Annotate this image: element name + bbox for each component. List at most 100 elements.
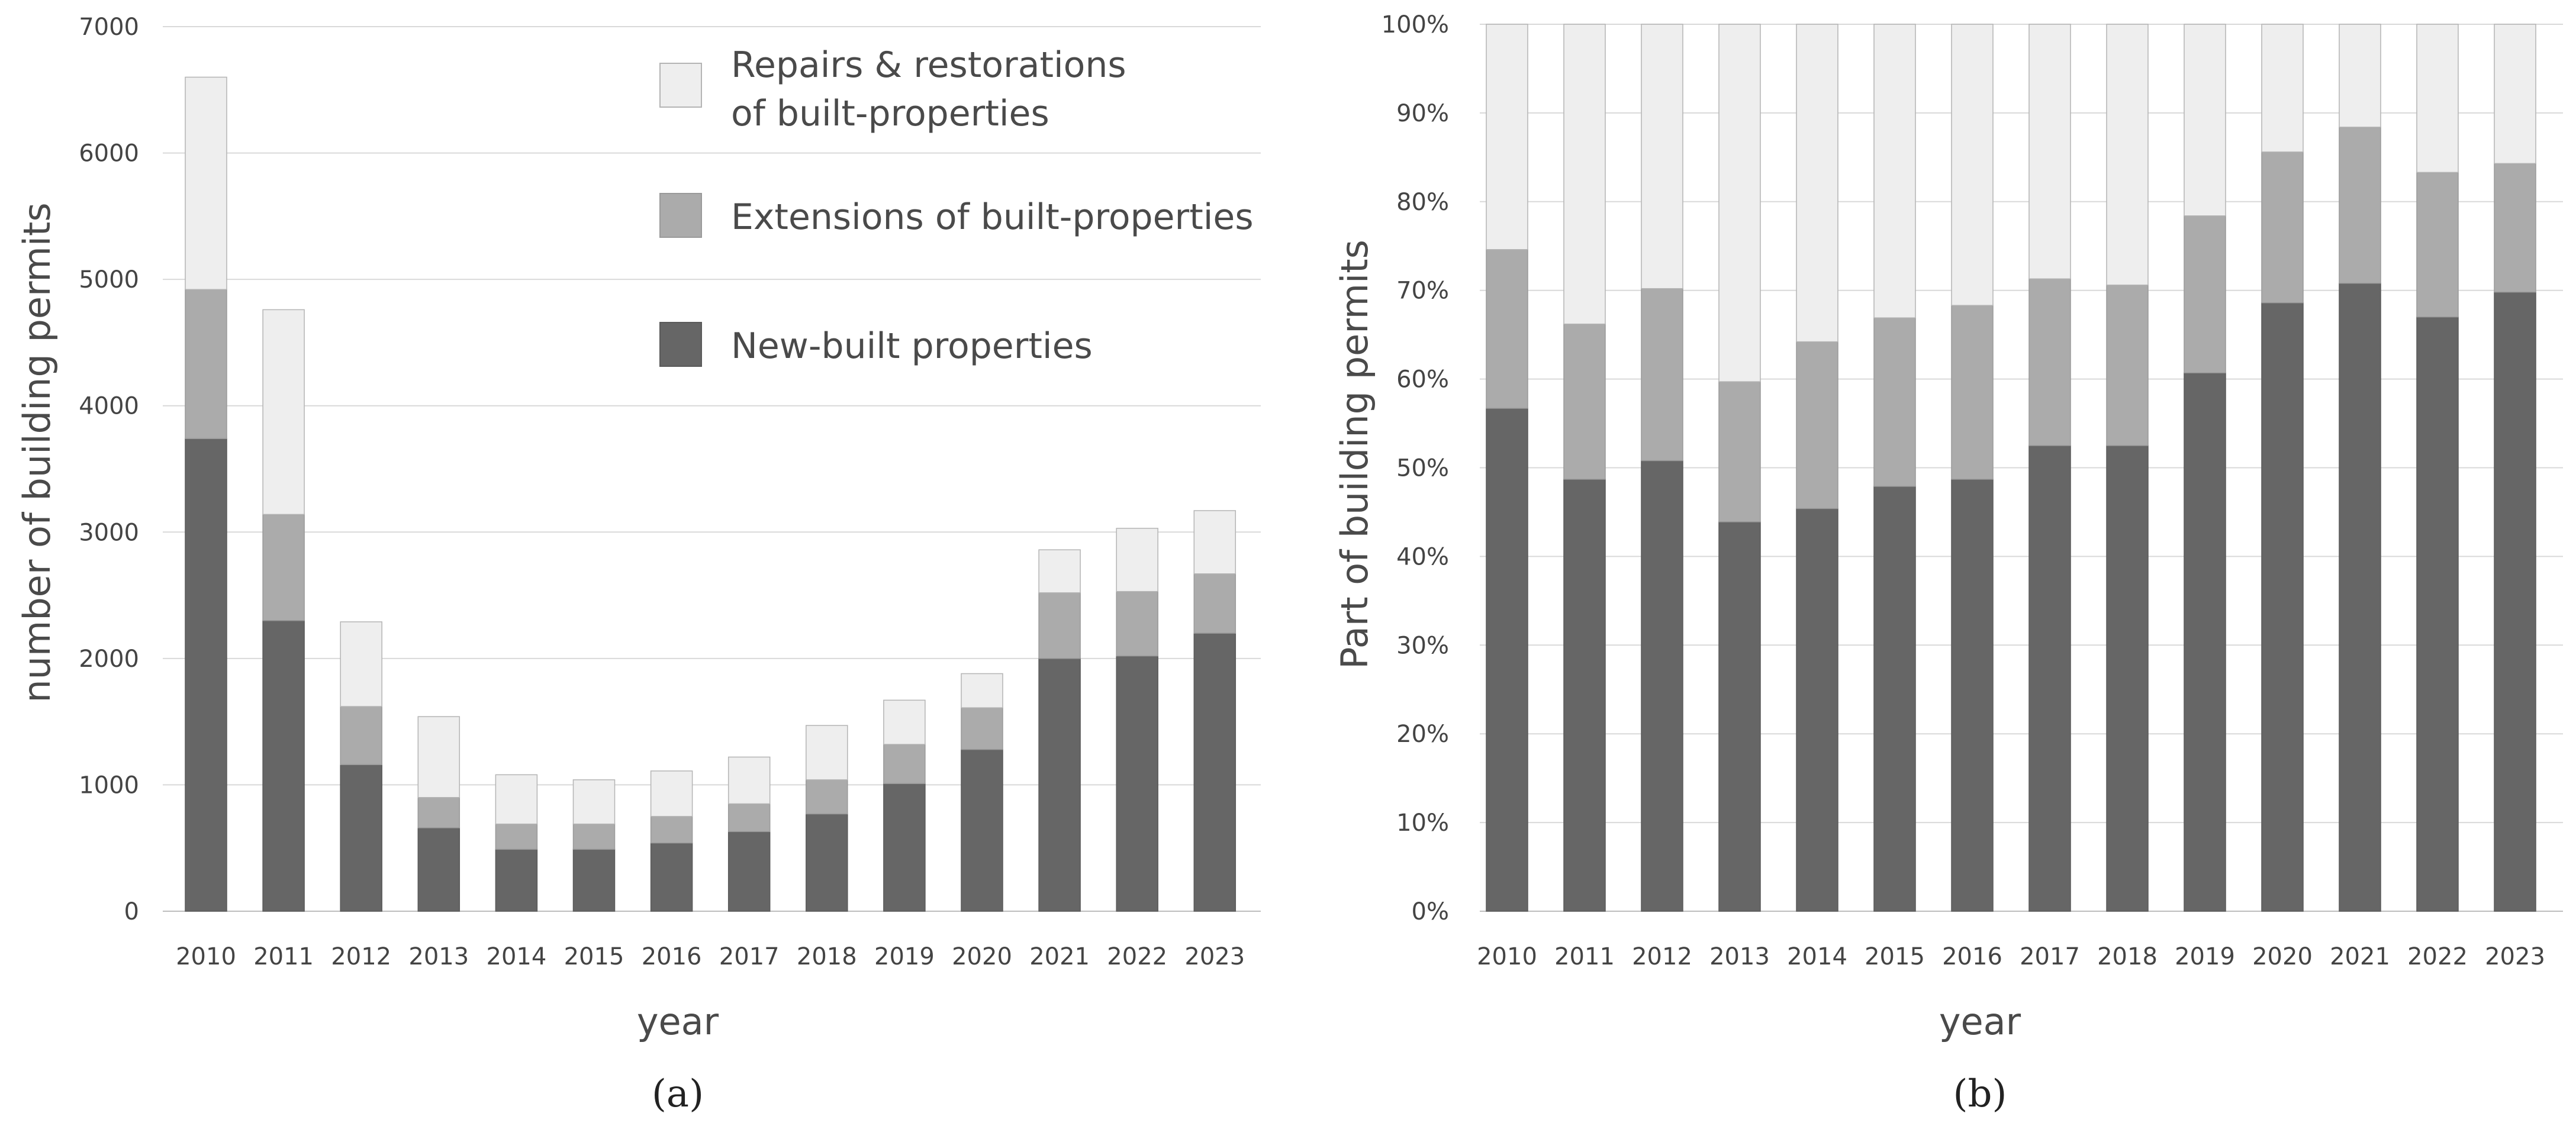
bar-extensions-of-built-properties-2012 <box>1641 288 1683 462</box>
bar-new-built-properties-2017 <box>2028 445 2071 912</box>
chart-b-x-tick-label: 2015 <box>1865 943 1925 970</box>
chart-a-x-tick-label: 2013 <box>408 943 469 970</box>
chart-b-y-tick-label: 0% <box>1412 898 1449 925</box>
chart-a-y-tick-label: 4000 <box>79 393 139 420</box>
bar-extensions-of-built-properties-2019 <box>883 744 926 785</box>
bar-extensions-of-built-properties-2019 <box>2184 215 2226 373</box>
bar-extensions-of-built-properties-2023 <box>1193 573 1237 634</box>
bar-repairs-restorations-of-built-properties-2010 <box>185 76 227 290</box>
bar-extensions-of-built-properties-2013 <box>1718 381 1761 522</box>
chart-b-y-tick-label: 100% <box>1382 11 1449 38</box>
chart-b-building-permit-shares: 0%10%20%30%40%50%60%70%80%90%100% 2010 20… <box>1333 11 2563 1116</box>
chart-b-y-tick-label: 80% <box>1396 189 1449 216</box>
bar-repairs-restorations-of-built-properties-2013 <box>417 716 461 798</box>
bar-repairs-restorations-of-built-properties-2015 <box>572 779 616 825</box>
bar-extensions-of-built-properties-2015 <box>572 823 616 850</box>
bar-extensions-of-built-properties-2016 <box>650 816 693 844</box>
chart-b-y-tick-label: 60% <box>1396 366 1449 393</box>
chart-b-x-axis-label: year <box>1939 1000 2021 1043</box>
chart-b-y-tick-label: 70% <box>1396 278 1449 305</box>
bar-extensions-of-built-properties-2014 <box>495 823 538 850</box>
chart-b-y-tick-label: 50% <box>1396 455 1449 482</box>
chart-b-x-tick-label: 2023 <box>2485 943 2545 970</box>
bar-new-built-properties-2023 <box>2494 291 2536 912</box>
chart-b-x-tick-label: 2011 <box>1554 943 1615 970</box>
chart-a-x-tick-label: 2020 <box>952 943 1012 970</box>
bar-repairs-restorations-of-built-properties-2014 <box>495 774 538 825</box>
chart-a-y-tick-labels: 0 1000 2000 3000 4000 5000 6000 7000 <box>79 14 139 925</box>
chart-a-gridlines <box>163 26 1261 912</box>
chart-a-y-axis-label: number of building permits <box>15 202 59 702</box>
chart-b-bars <box>1486 24 2536 912</box>
bar-extensions-of-built-properties-2010 <box>1486 249 1528 409</box>
bar-repairs-restorations-of-built-properties-2010 <box>1486 24 1528 250</box>
bar-extensions-of-built-properties-2016 <box>1951 305 1994 480</box>
bar-repairs-restorations-of-built-properties-2022 <box>1116 528 1158 592</box>
chart-a-x-tick-label: 2021 <box>1029 943 1090 970</box>
chart-b-x-tick-label: 2010 <box>1477 943 1537 970</box>
bar-new-built-properties-2010 <box>185 438 227 912</box>
bar-new-built-properties-2011 <box>262 620 305 912</box>
bar-repairs-restorations-of-built-properties-2012 <box>1641 24 1683 289</box>
bar-new-built-properties-2015 <box>572 848 616 912</box>
bar-repairs-restorations-of-built-properties-2019 <box>883 699 926 745</box>
bar-extensions-of-built-properties-2023 <box>2494 163 2536 293</box>
chart-a-x-tick-label: 2010 <box>176 943 236 970</box>
bar-extensions-of-built-properties-2020 <box>2261 151 2304 304</box>
bar-extensions-of-built-properties-2017 <box>2028 278 2071 446</box>
chart-b-y-tick-label: 30% <box>1396 632 1449 659</box>
bar-new-built-properties-2020 <box>2261 302 2304 912</box>
bar-extensions-of-built-properties-2014 <box>1796 341 1838 509</box>
bar-new-built-properties-2021 <box>1038 658 1081 912</box>
bar-new-built-properties-2019 <box>883 783 926 912</box>
legend-swatch-repairs <box>659 63 702 108</box>
chart-a-bars <box>185 76 1237 912</box>
chart-b-x-tick-label: 2019 <box>2175 943 2235 970</box>
legend-label-repairs-line2: of built-properties <box>731 93 1049 134</box>
bar-new-built-properties-2022 <box>1116 655 1158 912</box>
chart-a-y-tick-label: 3000 <box>79 519 139 546</box>
bar-repairs-restorations-of-built-properties-2017 <box>2028 24 2071 279</box>
chart-b-x-tick-label: 2013 <box>1709 943 1770 970</box>
chart-a-panel-label: (a) <box>652 1072 704 1116</box>
bar-extensions-of-built-properties-2013 <box>417 797 461 828</box>
bar-new-built-properties-2013 <box>417 827 461 912</box>
bar-extensions-of-built-properties-2011 <box>262 514 305 621</box>
chart-a-x-tick-label: 2015 <box>564 943 624 970</box>
bar-repairs-restorations-of-built-properties-2011 <box>1563 24 1606 325</box>
chart-a-x-tick-label: 2012 <box>331 943 391 970</box>
chart-a-y-tick-label: 6000 <box>79 140 139 167</box>
chart-b-panel-label: (b) <box>1953 1072 2007 1116</box>
bar-repairs-restorations-of-built-properties-2018 <box>2106 24 2149 286</box>
bar-new-built-properties-2015 <box>1873 486 1916 912</box>
bar-new-built-properties-2022 <box>2416 316 2459 912</box>
bar-new-built-properties-2018 <box>2106 445 2149 912</box>
bar-repairs-restorations-of-built-properties-2014 <box>1796 24 1838 343</box>
bar-new-built-properties-2021 <box>2339 282 2381 912</box>
bar-extensions-of-built-properties-2015 <box>1873 317 1916 487</box>
bar-repairs-restorations-of-built-properties-2015 <box>1873 24 1916 318</box>
legend-label-new-built: New-built properties <box>731 325 1093 367</box>
chart-a-y-tick-label: 5000 <box>79 266 139 293</box>
chart-a-y-tick-label: 1000 <box>79 772 139 799</box>
bar-new-built-properties-2012 <box>1641 460 1683 912</box>
chart-a-y-tick-label: 2000 <box>79 646 139 673</box>
chart-b-x-tick-label: 2021 <box>2330 943 2390 970</box>
chart-b-x-tick-label: 2020 <box>2252 943 2313 970</box>
bar-repairs-restorations-of-built-properties-2023 <box>1193 510 1237 575</box>
chart-a-x-tick-label: 2016 <box>642 943 702 970</box>
bar-repairs-restorations-of-built-properties-2017 <box>727 756 771 805</box>
bar-repairs-restorations-of-built-properties-2016 <box>1951 24 1994 306</box>
bar-extensions-of-built-properties-2021 <box>1038 592 1081 659</box>
bar-new-built-properties-2014 <box>1796 508 1838 912</box>
bar-new-built-properties-2020 <box>961 748 1003 912</box>
chart-b-y-tick-label: 40% <box>1396 543 1449 570</box>
chart-b-x-tick-labels: 2010 2011 2012 2013 2014 2015 2016 2017 2018 2019… <box>1477 943 2545 970</box>
legend-label-repairs-line1: Repairs & restorations <box>731 44 1126 86</box>
bar-extensions-of-built-properties-2022 <box>2416 172 2459 318</box>
bar-repairs-restorations-of-built-properties-2018 <box>806 725 848 780</box>
chart-b-y-tick-labels: 0% 10% 20% 30% 40% 50% 60% 70% 80% 90% 100% <box>1382 11 1449 925</box>
bar-repairs-restorations-of-built-properties-2021 <box>1038 549 1081 593</box>
bar-new-built-properties-2011 <box>1563 479 1606 912</box>
legend-label-extensions: Extensions of built-properties <box>731 196 1254 238</box>
